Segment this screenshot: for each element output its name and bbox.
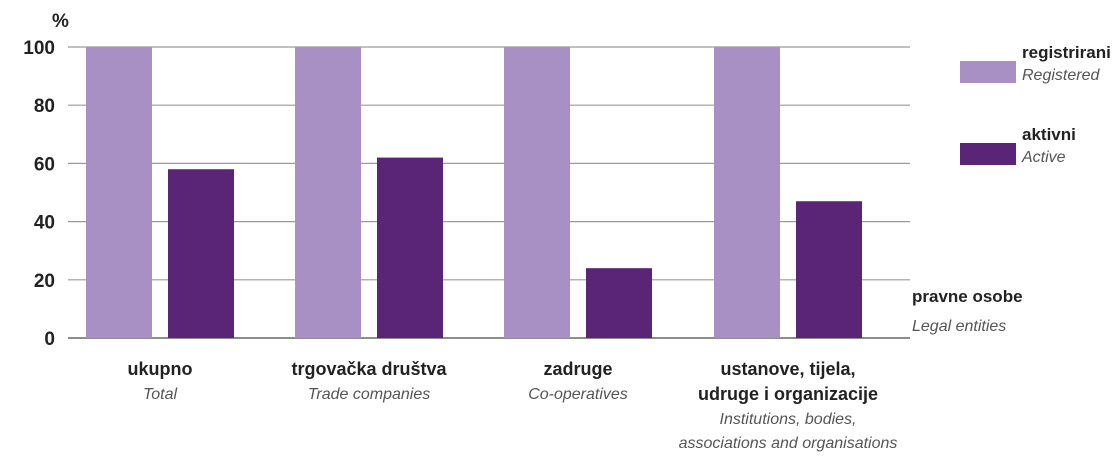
- category-sublabel: Total: [143, 386, 178, 403]
- bars: [86, 47, 862, 338]
- category-label: trgovačka društva: [291, 359, 447, 379]
- y-tick-label: 80: [34, 96, 55, 117]
- legend-swatch-active: [960, 143, 1016, 165]
- annotation: pravne osobe Legal entities: [912, 287, 1023, 335]
- category-sublabel: associations and organisations: [679, 435, 898, 452]
- bar-active: [168, 169, 234, 338]
- y-axis-unit-label: %: [52, 11, 69, 32]
- category-label: ukupno: [128, 359, 193, 379]
- annotation-label: pravne osobe: [912, 287, 1023, 306]
- bar-registered: [295, 47, 361, 338]
- category-label: zadruge: [543, 359, 612, 379]
- category-sublabel: Trade companies: [308, 386, 430, 403]
- legend: registrirani Registered aktivni Active: [960, 43, 1111, 166]
- y-tick-label: 20: [34, 271, 55, 292]
- y-tick-label: 40: [34, 213, 55, 234]
- bar-active: [586, 268, 652, 338]
- bar-registered: [504, 47, 570, 338]
- y-tick-label: 100: [23, 38, 55, 59]
- y-axis-ticks: 0 20 40 60 80 100: [23, 38, 55, 350]
- y-tick-label: 60: [34, 154, 55, 175]
- category-label-line2: udruge i organizacije: [698, 384, 878, 404]
- y-tick-label: 0: [44, 329, 55, 350]
- category-label: ustanove, tijela,: [720, 359, 855, 379]
- legend-label: registrirani: [1022, 43, 1111, 62]
- legend-label: aktivni: [1022, 125, 1076, 144]
- x-axis-category-labels: ukupno Total trgovačka društva Trade compan…: [128, 359, 898, 452]
- bar-registered: [86, 47, 152, 338]
- bar-active: [796, 201, 862, 338]
- legend-swatch-registered: [960, 61, 1016, 83]
- legend-sublabel: Active: [1021, 149, 1066, 166]
- legend-sublabel: Registered: [1022, 67, 1100, 84]
- category-sublabel: Co-operatives: [528, 386, 628, 403]
- bar-active: [377, 157, 443, 338]
- bar-registered: [714, 47, 780, 338]
- category-sublabel: Institutions, bodies,: [720, 411, 857, 428]
- annotation-sublabel: Legal entities: [912, 318, 1006, 335]
